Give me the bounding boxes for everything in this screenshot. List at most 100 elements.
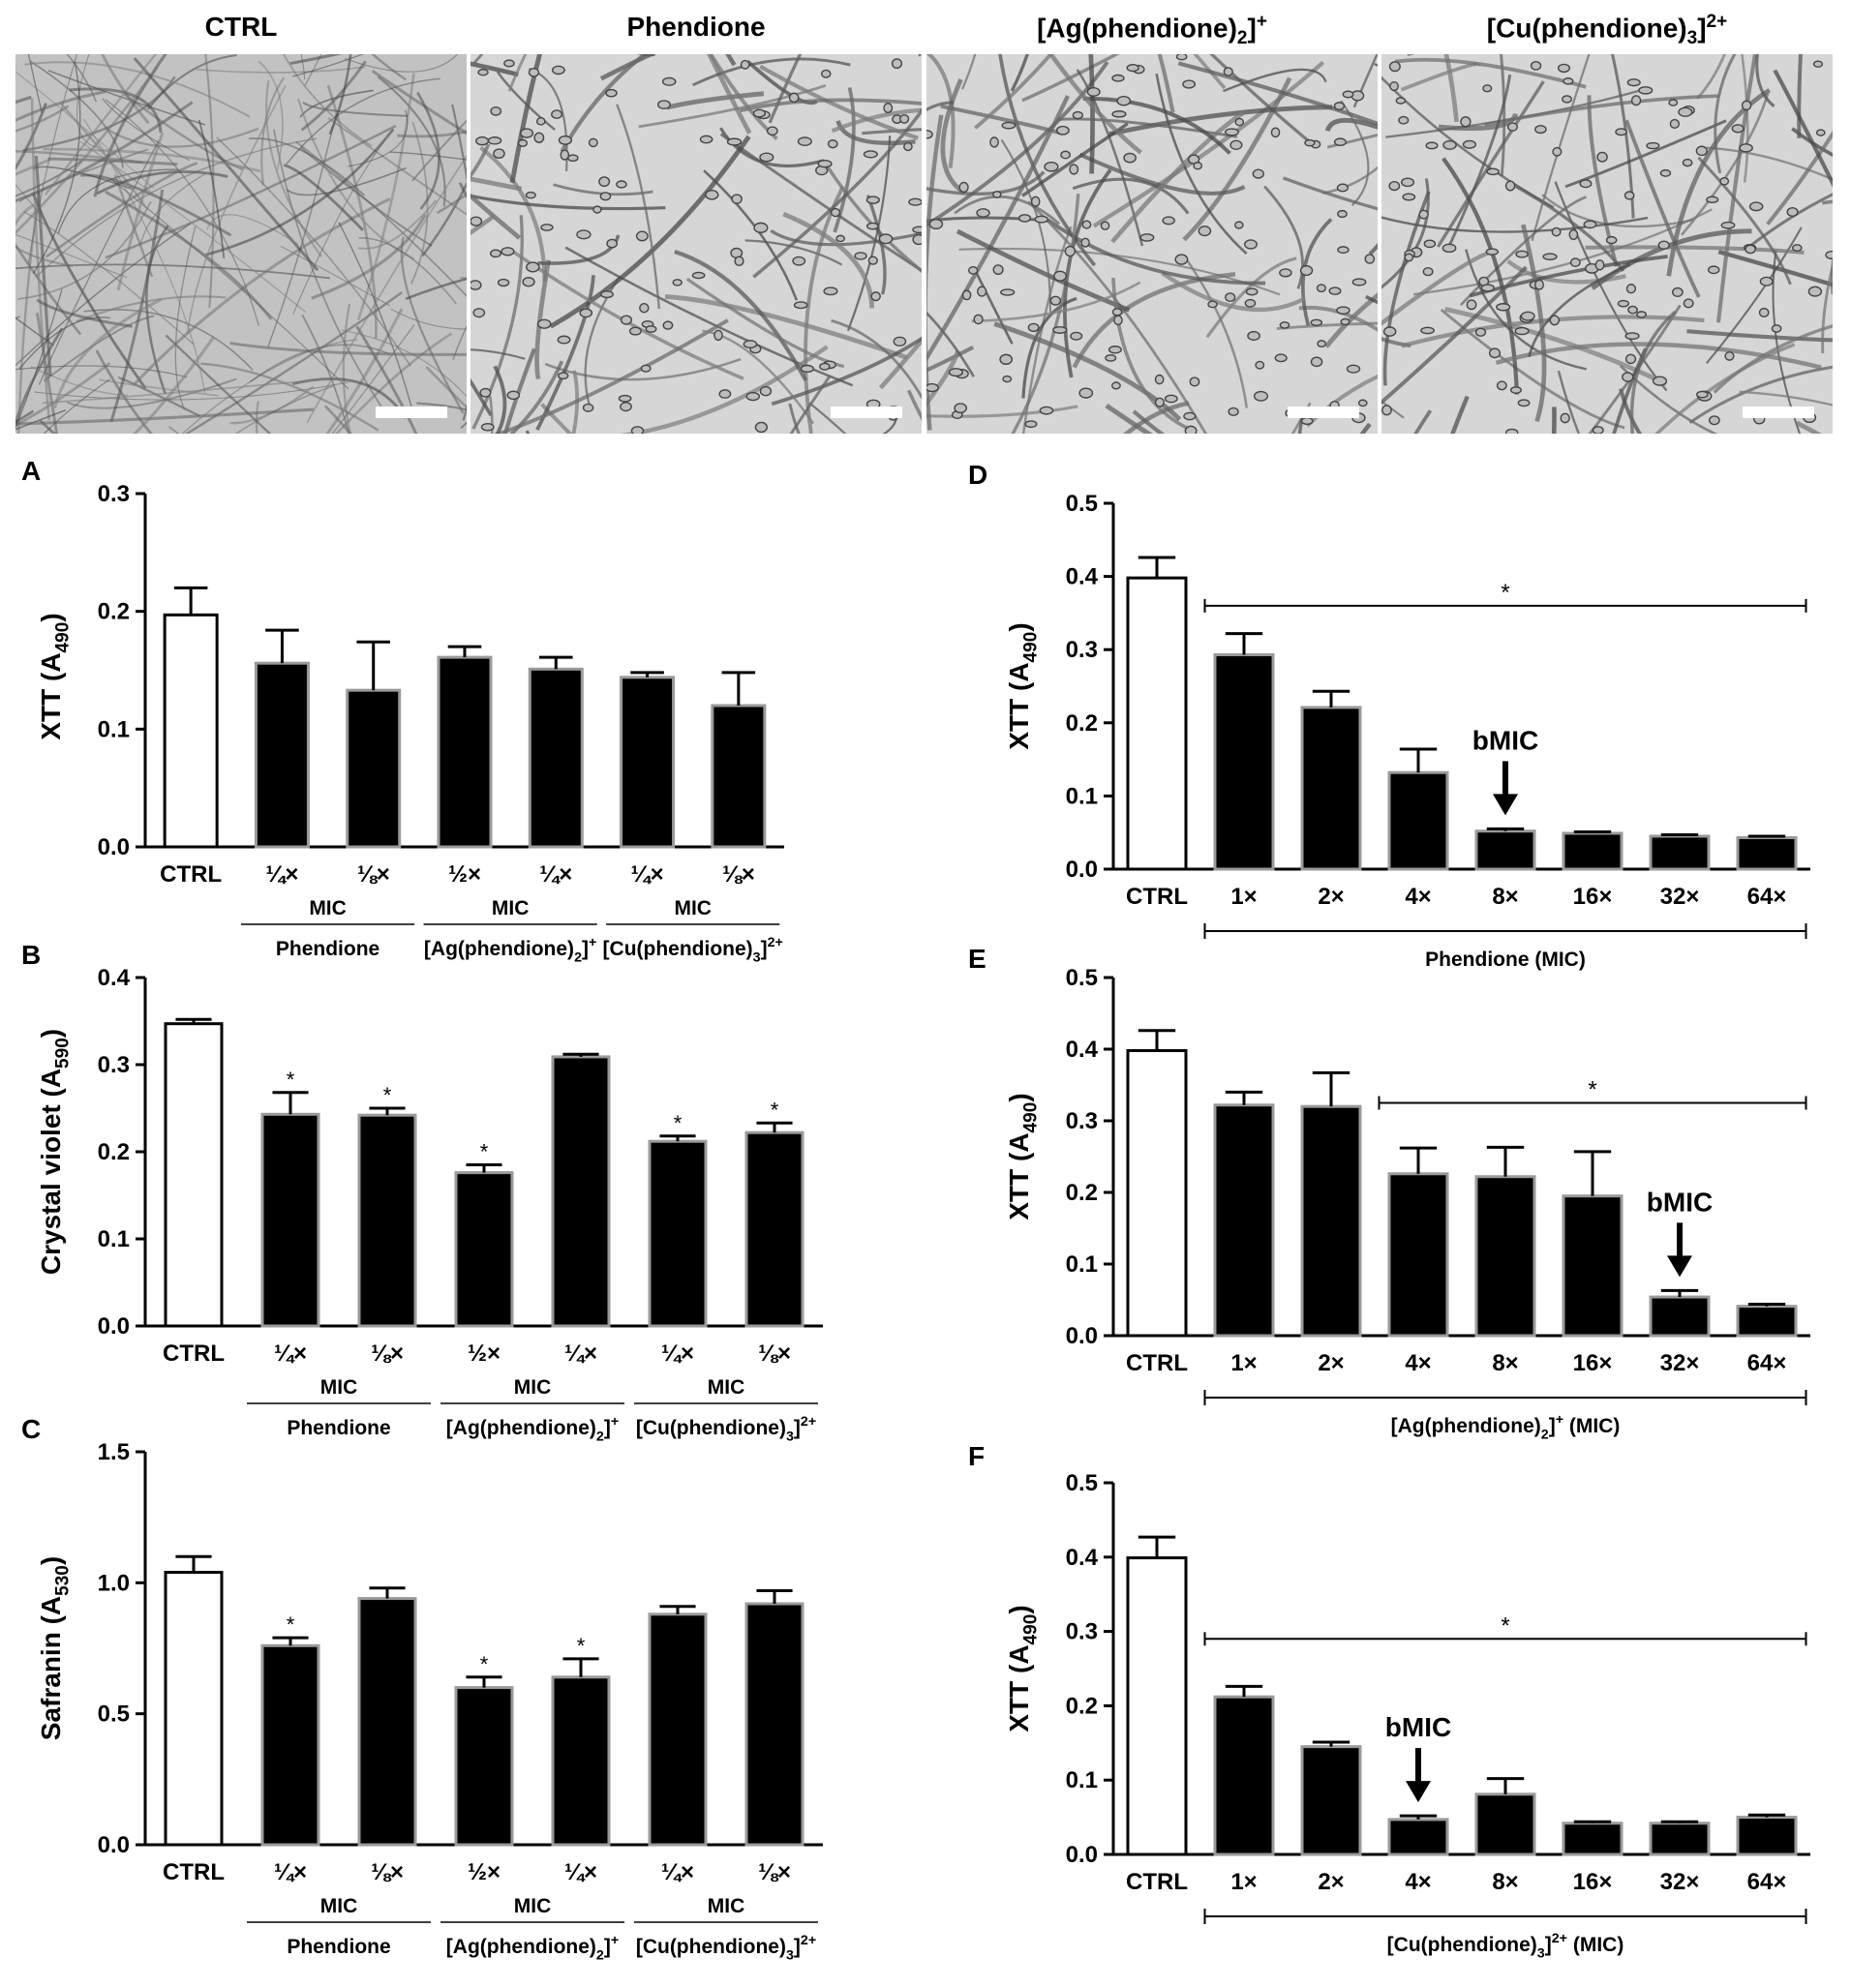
x-tick-label: 2× <box>1318 1350 1344 1376</box>
x-tick-label: CTRL <box>163 1859 225 1885</box>
yeast-cell <box>1496 303 1511 312</box>
bar <box>620 676 676 849</box>
yeast-cell <box>1594 259 1605 271</box>
yeast-cell <box>470 216 483 226</box>
yeast-cell <box>1064 245 1077 257</box>
yeast-cell <box>992 264 1004 276</box>
yeast-cell <box>1592 426 1604 434</box>
hypha <box>493 365 507 434</box>
hypha <box>1495 342 1822 370</box>
bar <box>1736 835 1798 871</box>
yeast-cell <box>1229 139 1243 151</box>
x-tick-label: ½× <box>468 1859 501 1885</box>
yeast-cell <box>1534 125 1547 135</box>
hypha <box>411 119 467 182</box>
yeast-cell <box>557 335 571 345</box>
hypha <box>139 173 206 246</box>
hypha <box>17 200 152 300</box>
yeast-cell <box>1646 141 1660 150</box>
hypha <box>954 195 1061 226</box>
hypha <box>971 281 1141 323</box>
hypha <box>865 195 887 295</box>
hypha <box>93 54 167 197</box>
hypha <box>956 228 1131 313</box>
y-tick-label: 1.0 <box>98 1570 130 1596</box>
hypha <box>15 160 82 197</box>
yeast-cell <box>898 114 910 124</box>
yeast-cell <box>705 189 719 200</box>
yeast-cell <box>821 69 832 78</box>
yeast-cell <box>1668 99 1679 106</box>
hypha <box>76 54 98 148</box>
yeast-cell <box>567 154 579 163</box>
hypha <box>1440 308 1625 430</box>
yeast-cell <box>1482 84 1493 93</box>
yeast-cell <box>1113 315 1123 326</box>
hypha <box>15 245 74 267</box>
hypha <box>744 239 843 266</box>
yeast-cell <box>1560 412 1570 424</box>
hypha <box>96 170 228 196</box>
hypha <box>334 332 453 434</box>
hypha <box>1352 54 1378 108</box>
yeast-cell <box>1625 284 1637 294</box>
yeast-cell <box>1812 60 1824 68</box>
hypha <box>973 268 1014 345</box>
hypha <box>15 66 159 235</box>
bar <box>1474 1792 1536 1856</box>
hypha <box>76 295 227 323</box>
yeast-cell <box>731 194 743 204</box>
hypha <box>1193 54 1227 90</box>
significance-star: * <box>1588 1077 1596 1103</box>
yeast-cell <box>1055 125 1070 136</box>
bar <box>1387 1818 1449 1856</box>
yeast-cell <box>908 197 922 206</box>
yeast-cell <box>576 229 592 240</box>
yeast-cell <box>1086 87 1101 97</box>
yeast-cell <box>1509 386 1522 394</box>
yeast-cell <box>1504 180 1516 192</box>
x-tick-label: ⅛× <box>371 1859 404 1885</box>
yeast-cell <box>490 249 502 258</box>
yeast-cell <box>1758 307 1770 317</box>
group-name: [Ag(phendione)2]+ <box>446 1414 619 1444</box>
hypha <box>15 105 70 133</box>
yeast-cell <box>1496 380 1507 391</box>
yeast-cell <box>506 390 521 401</box>
yeast-cell <box>1108 346 1122 354</box>
micrograph-phendione <box>470 54 922 434</box>
yeast-cell <box>1253 390 1269 402</box>
hypha <box>23 211 195 346</box>
x-tick-label: 64× <box>1747 1350 1787 1376</box>
y-tick-label: 0.4 <box>1066 564 1099 590</box>
significance-star: * <box>480 1652 489 1676</box>
hypha <box>961 54 977 90</box>
yeast-cell <box>1739 143 1753 153</box>
bar <box>744 1602 804 1847</box>
panel-letter: E <box>968 944 986 974</box>
hypha <box>719 133 922 273</box>
bar <box>164 1571 224 1847</box>
hypha <box>1088 54 1095 174</box>
hypha <box>196 66 365 74</box>
x-tick-label: 16× <box>1573 884 1613 910</box>
hypha <box>102 98 191 162</box>
hypha <box>15 408 67 431</box>
x-group-label: [Ag(phendione)2]+ (MIC) <box>1391 1412 1621 1442</box>
hypha <box>926 349 960 407</box>
hypha <box>248 137 366 196</box>
hypha <box>789 375 832 434</box>
x-tick-label: 32× <box>1660 884 1700 910</box>
hypha <box>926 101 955 112</box>
x-tick-label: 64× <box>1747 1869 1787 1895</box>
hypha <box>1714 54 1737 174</box>
yeast-cell <box>1420 326 1435 335</box>
yeast-cell <box>477 68 489 76</box>
hypha <box>57 168 179 234</box>
hypha <box>1766 130 1833 226</box>
x-tick-label: 32× <box>1660 1350 1700 1376</box>
hypha <box>341 329 467 398</box>
yeast-cell <box>620 402 632 412</box>
yeast-cell <box>1182 79 1197 89</box>
hypha <box>436 193 467 215</box>
